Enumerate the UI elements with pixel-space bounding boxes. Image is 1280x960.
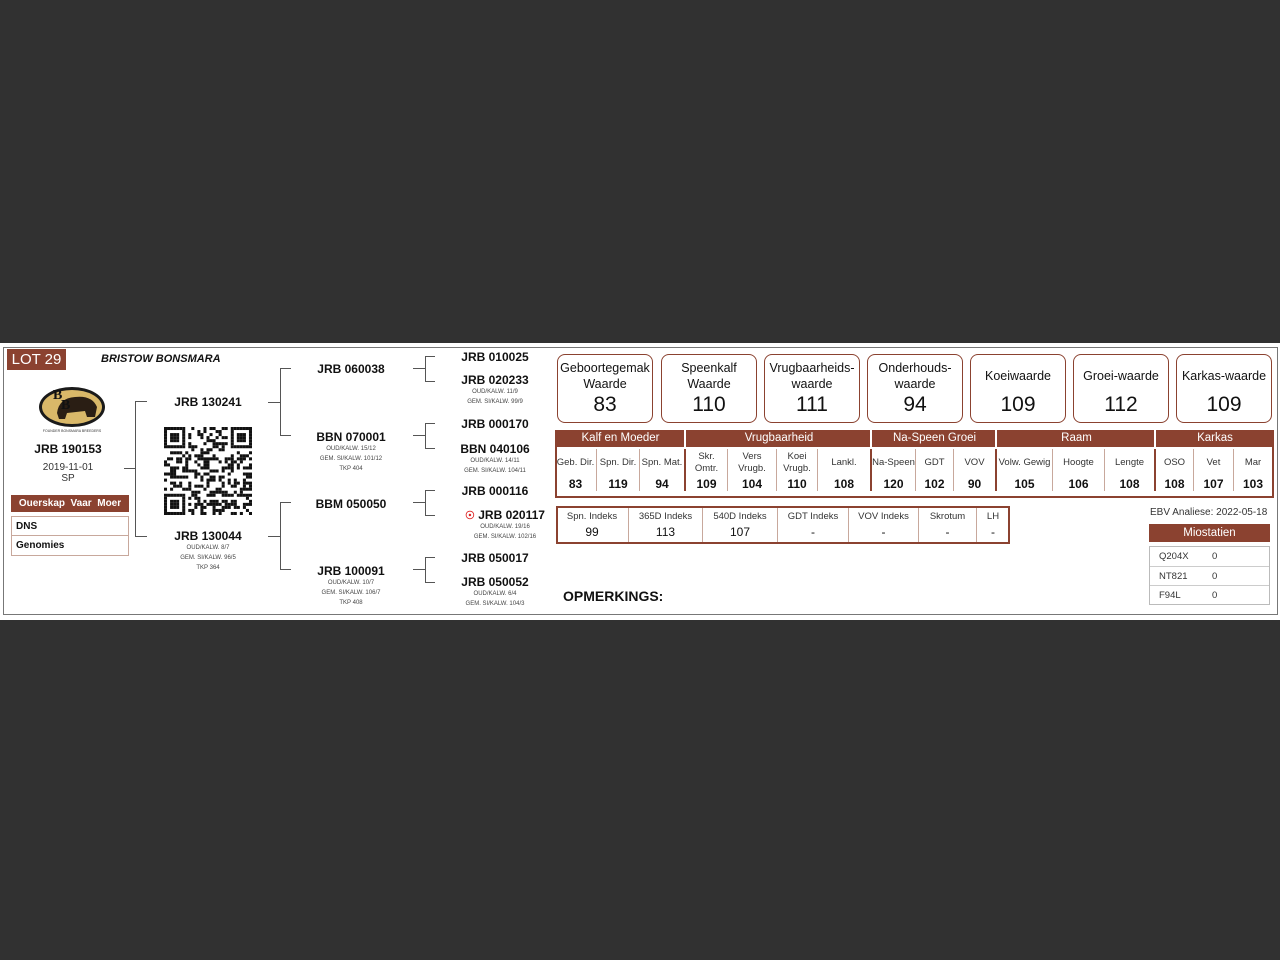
ebv-cell: Koei Vrugb. 110 [776,449,817,491]
ebv-group-header: Vrugbaarheid [684,430,872,447]
index-card: Geboortegemak Waarde 83 [557,354,653,423]
ebv-cell: GDT 102 [915,449,953,491]
card-frame [3,347,1278,615]
qr-code[interactable] [164,427,252,515]
birth-date: 2019-11-01 [42,462,94,473]
ebv-table: Kalf en Moeder Vrugbaarheid Na-Speen Groei… [555,430,1274,498]
index-table: Spn. Indeks 99 365D Indeks 113 540D Indeks 10… [556,506,1010,544]
lot-number: LOT 29 [7,349,66,370]
ggp-dss: JRB 000116 [461,484,529,498]
ebv-cell: Vers Vrugb. 104 [727,449,776,491]
breeder-name: BRISTOW BONSMARA [101,353,221,365]
ggp-dds: JRB 050017 [461,551,529,565]
parentage-box: DNS Genomies [11,516,129,556]
ebv-group-header: Kalf en Moeder [555,430,686,447]
svg-text:FOUNDER BONSMARA BREEDERS: FOUNDER BONSMARA BREEDERS [43,429,102,433]
ebv-cell: Mar 103 [1233,449,1272,491]
myostatin-row: NT821 0 [1150,566,1269,585]
index-cell: VOV Indeks - [848,508,918,542]
ggp-sds: JRB 000170 [461,417,529,431]
ebv-cell: Spn. Dir. 119 [596,449,639,491]
ebv-cell: Geb. Dir. 83 [556,457,595,491]
parentage-genomics: Genomies [16,540,65,551]
ebv-cell: Volw. Gewig 105 [995,449,1052,491]
index-cell: 540D Indeks 107 [702,508,777,542]
ggp-sss: JRB 010025 [461,350,529,364]
ebv-cell: Na-Speen 120 [870,449,915,491]
remarks-label: OPMERKINGS: [563,588,664,604]
index-card: Karkas-waarde 109 [1176,354,1272,423]
animal-code: SP [61,473,75,484]
myostatin-row: Q204X 0 [1159,551,1218,562]
ggp-dsd: ☉ JRB 020117 OUD/KALW. 19/16 GEM. SI/KAL… [465,508,545,540]
dam-sire-id: BBM 050050 [315,497,387,511]
index-cell: Spn. Indeks 99 [566,510,618,540]
index-card: Groei-waarde 112 [1073,354,1169,423]
index-cell: GDT Indeks - [777,508,848,542]
ebv-group-header: Karkas [1154,430,1274,447]
parentage-header: Ouerskap Vaar Moer [11,495,129,512]
ebv-group-header: Na-Speen Groei [870,430,997,447]
index-cell: LH - [976,508,1009,542]
myostatin-header: Miostatien [1149,524,1270,542]
ebv-cell: Skr. Omtr. 109 [684,449,727,491]
myostatin-row: F94L 0 [1150,585,1269,604]
lot-card: LOT 29 BRISTOW BONSMARA B B FOUNDER BONS… [0,343,1280,620]
index-card: Vrugbaarheids-waarde 111 [764,354,860,423]
certified-icon: ☉ [465,510,475,522]
parentage-dns: DNS [12,517,128,536]
ebv-cell: OSO 108 [1154,449,1193,491]
svg-text:B: B [61,398,70,413]
sire-id: JRB 130241 [174,395,242,409]
index-card: Speenkalf Waarde 110 [661,354,757,423]
ebv-date: EBV Analiese: 2022-05-18 [1150,507,1268,518]
ebv-cell: Spn. Mat. 94 [639,449,684,491]
ggp-sdd: BBN 040106 OUD/KALW. 14/11 GEM. SI/KALW.… [460,442,530,474]
svg-text:B: B [53,388,62,403]
ebv-cell: Lengte 108 [1104,449,1154,491]
index-cell: Skrotum - [918,508,976,542]
myostatin-table: Q204X 0 NT821 0 F94L 0 [1149,546,1270,605]
sire-sire-id: JRB 060038 [317,362,385,376]
ebv-cell: VOV 90 [953,449,995,491]
animal-id: JRB 190153 [34,442,102,456]
ggp-ssd: JRB 020233 OUD/KALW. 11/9 GEM. SI/KALW. … [461,373,529,405]
sire-dam-block: BBN 070001 OUD/KALW. 15/12 GEM. SI/KALW.… [316,430,386,472]
ggp-ddd: JRB 050052 OUD/KALW. 6/4 GEM. SI/KALW. 1… [461,575,529,607]
ebv-cell: Hoogte 106 [1052,449,1104,491]
dam-block: JRB 130044 OUD/KALW. 8/7 GEM. SI/KALW. 9… [158,529,258,573]
index-card: Koeiwaarde 109 [970,354,1066,423]
ebv-cell: Vet 107 [1193,449,1233,491]
ebv-group-header: Raam [995,430,1156,447]
ebv-cell: Lankl. 108 [817,449,870,491]
dam-id: JRB 130044 [174,529,242,543]
index-cell: 365D Indeks 113 [628,508,702,542]
dam-dam-block: JRB 100091 OUD/KALW. 10/7 GEM. SI/KALW. … [317,564,385,606]
index-card: Onderhouds-waarde 94 [867,354,963,423]
breeder-logo: B B FOUNDER BONSMARA BREEDERS [39,387,105,433]
